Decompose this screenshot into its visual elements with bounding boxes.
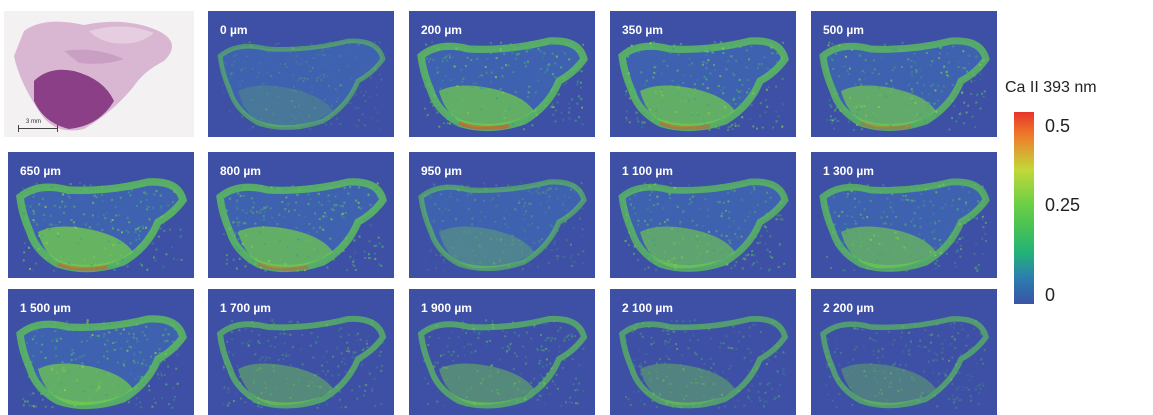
map-panel-8: 1 100 µm	[610, 152, 796, 278]
depth-label: 0 µm	[220, 23, 248, 37]
colorbar-tick-mid: 0.25	[1045, 195, 1081, 215]
tissue-map	[819, 178, 990, 272]
map-panel-11: 1 700 µm	[208, 289, 394, 415]
colorbar-tick-max: 0.5	[1045, 116, 1071, 136]
tissue-map	[417, 37, 588, 132]
histology-tissue	[14, 21, 172, 131]
depth-label: 1 300 µm	[823, 164, 874, 178]
map-panel-14: 2 200 µm	[811, 289, 997, 415]
tissue-map	[216, 178, 387, 273]
colorbar	[1014, 112, 1034, 304]
depth-label: 1 700 µm	[220, 301, 271, 315]
map-panel-10: 1 500 µm	[8, 289, 194, 415]
tissue-map	[217, 38, 386, 131]
scalebar-label: 3 mm	[26, 119, 41, 125]
scalebar	[18, 128, 58, 129]
colorbar-title: Ca II 393 nm	[1005, 79, 1097, 96]
tissue-map	[618, 315, 789, 409]
depth-label: 950 µm	[421, 164, 462, 178]
scalebar-tick-right	[57, 125, 58, 132]
map-panel-12: 1 900 µm	[409, 289, 595, 415]
tissue-map	[618, 37, 789, 132]
depth-label: 800 µm	[220, 164, 261, 178]
tissue-map	[418, 179, 587, 272]
tissue-map	[820, 316, 989, 409]
depth-label: 2 200 µm	[823, 301, 874, 315]
depth-label: 500 µm	[823, 23, 864, 37]
tissue-map	[216, 315, 387, 409]
histology-image: 3 mm	[4, 11, 194, 137]
map-panel-5: 650 µm	[8, 152, 194, 278]
tissue-map	[417, 315, 588, 409]
map-panel-4: 500 µm	[811, 11, 997, 137]
colorbar-tick-min: 0	[1045, 285, 1056, 305]
map-panel-13: 2 100 µm	[610, 289, 796, 415]
depth-label: 1 100 µm	[622, 164, 673, 178]
depth-label: 2 100 µm	[622, 301, 673, 315]
depth-label: 650 µm	[20, 164, 61, 178]
map-panel-1: 0 µm	[208, 11, 394, 137]
tissue-map	[16, 315, 187, 410]
map-panel-9: 1 300 µm	[811, 152, 997, 278]
tissue-map	[618, 178, 789, 272]
depth-label: 1 900 µm	[421, 301, 472, 315]
tissue-map	[16, 178, 188, 273]
map-panel-2: 200 µm	[409, 11, 595, 137]
map-panel-6: 800 µm	[208, 152, 394, 278]
map-panel-7: 950 µm	[409, 152, 595, 278]
depth-label: 1 500 µm	[20, 301, 71, 315]
tissue-map	[819, 37, 990, 132]
depth-label: 350 µm	[622, 23, 663, 37]
depth-label: 200 µm	[421, 23, 462, 37]
map-panel-3: 350 µm	[610, 11, 796, 137]
